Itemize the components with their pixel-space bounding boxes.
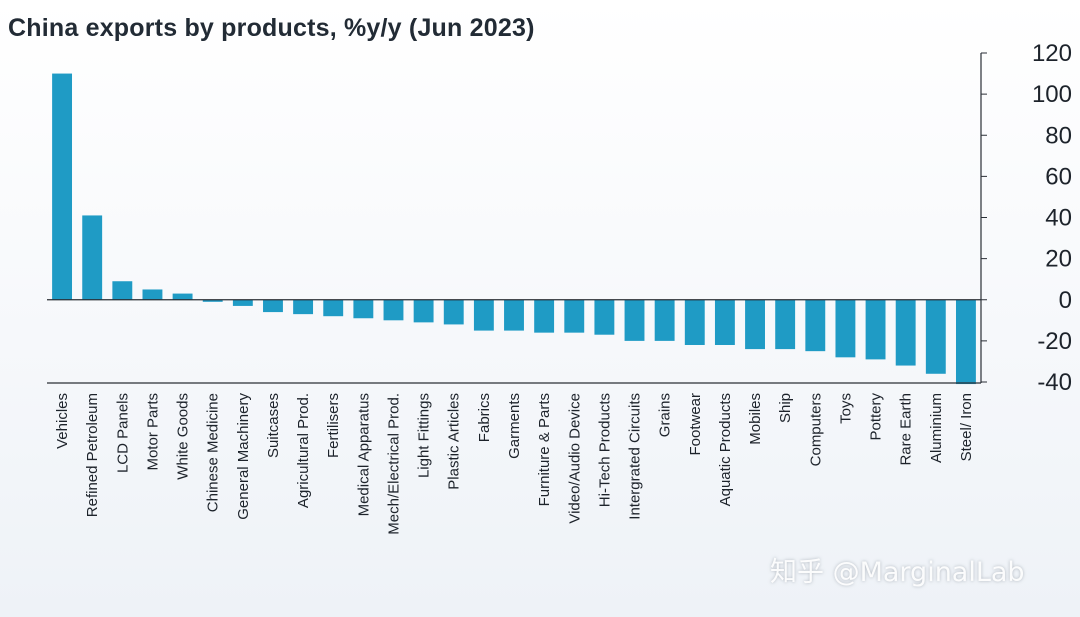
- bar-plastic-articles: [443, 299, 464, 325]
- bar-ship: [775, 299, 796, 350]
- bar-garments: [504, 299, 524, 331]
- x-tick-label: Fertilisers: [325, 393, 342, 458]
- bar-toys: [835, 299, 856, 358]
- bar-video-audio-device: [564, 299, 585, 333]
- bar-general-machinery: [232, 299, 253, 306]
- x-tick-label: Garments: [506, 393, 523, 459]
- bars-layer: [52, 73, 976, 385]
- x-tick-label: Toys: [837, 393, 854, 424]
- y-tick-label: 60: [1045, 163, 1072, 190]
- x-tick-label: Intergrated Circuits: [627, 393, 644, 520]
- x-tick-label: Steel/ Iron: [958, 393, 975, 461]
- bar-fertilisers: [323, 299, 344, 317]
- bar-motor-parts: [142, 289, 163, 300]
- x-tick-label: Refined Petroleum: [84, 393, 101, 517]
- y-axis-ticks: 120 100 80 60 40 20 0 -20 -40: [981, 40, 1072, 396]
- x-tick-label: Aquatic Products: [717, 393, 734, 506]
- bar-steel-iron: [955, 299, 976, 385]
- x-tick-label: Grains: [657, 393, 674, 437]
- x-tick-label: Rare Earth: [898, 393, 915, 466]
- bar-rare-earth: [895, 299, 916, 366]
- y-tick-label: 40: [1045, 205, 1072, 232]
- y-tick-label: -20: [1037, 328, 1072, 355]
- y-tick-label: -40: [1037, 369, 1072, 396]
- x-tick-label: Chinese Medicine: [205, 393, 222, 512]
- y-tick-label: 120: [1032, 40, 1072, 67]
- x-tick-label: LCD Panels: [114, 393, 131, 473]
- bar-lcd-panels: [112, 281, 133, 300]
- x-tick-label: Vehicles: [54, 393, 71, 449]
- x-tick-label: Ship: [777, 393, 794, 423]
- bar-chinese-medicine: [202, 299, 223, 302]
- x-tick-label: Aluminium: [928, 393, 945, 463]
- x-tick-label: Footwear: [687, 393, 704, 456]
- x-tick-label: Light Fittings: [416, 393, 433, 478]
- watermark: 知乎 @MarginalLab: [770, 557, 1025, 588]
- y-tick-label: 80: [1045, 122, 1072, 149]
- bar-furniture-parts: [534, 299, 555, 333]
- bar-intergrated-circuits: [624, 299, 645, 341]
- x-tick-label: Agricultural Prod.: [295, 393, 312, 508]
- bar-grains: [654, 299, 675, 341]
- bar-refined-petroleum: [82, 215, 103, 300]
- bar-white-goods: [172, 293, 193, 300]
- bar-vehicles: [52, 73, 73, 300]
- bar-fabrics: [473, 299, 494, 331]
- y-tick-label: 20: [1045, 246, 1072, 273]
- bar-computers: [805, 299, 826, 352]
- x-tick-label: Furniture & Parts: [536, 393, 553, 506]
- x-tick-label: Mech/Electrical Prod.: [385, 393, 402, 535]
- y-tick-label: 100: [1032, 81, 1072, 108]
- bar-aluminium: [925, 299, 946, 374]
- bar-mobiles: [745, 299, 765, 350]
- x-tick-label: Fabrics: [476, 393, 493, 442]
- x-tick-label: General Machinery: [235, 393, 252, 520]
- bar-aquatic-products: [714, 299, 735, 345]
- bar-footwear: [684, 299, 705, 345]
- x-tick-label: White Goods: [175, 393, 192, 480]
- chart-title: China exports by products, %y/y (Jun 202…: [8, 14, 535, 42]
- x-tick-label: Pottery: [868, 393, 885, 441]
- x-tick-label: Medical Apparatus: [355, 393, 372, 516]
- bar-light-fittings: [413, 299, 434, 323]
- y-tick-label: 0: [1059, 287, 1072, 314]
- bar-agricultural-prod: [293, 299, 314, 315]
- x-tick-label: Video/Audio Device: [566, 393, 583, 524]
- x-tick-label: Mobiles: [747, 393, 764, 445]
- x-tick-label: Suitcases: [265, 393, 282, 458]
- x-tick-label: Hi-Tech Products: [596, 393, 613, 507]
- x-tick-label: Computers: [807, 393, 824, 466]
- bar-medical-apparatus: [353, 299, 374, 319]
- x-tick-label: Plastic Articles: [446, 393, 463, 490]
- x-tick-label: Motor Parts: [144, 393, 161, 471]
- bar-mech-electrical-prod: [383, 299, 404, 321]
- bar-suitcases: [263, 299, 283, 313]
- x-axis-labels: Vehicles Refined Petroleum LCD Panels Motor…: [54, 393, 975, 535]
- bar-pottery: [865, 299, 886, 360]
- bar-hi-tech-products: [594, 299, 615, 335]
